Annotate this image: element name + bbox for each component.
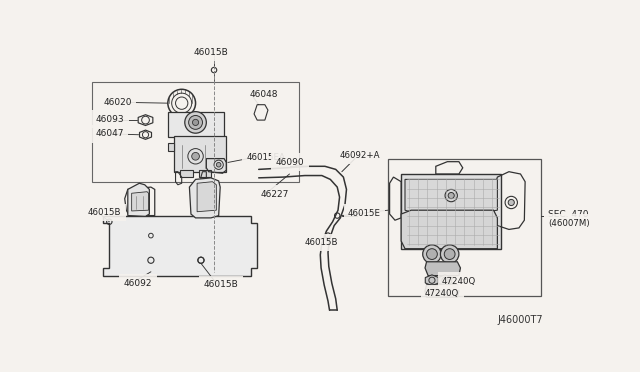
Text: 46015EA: 46015EA	[246, 153, 285, 162]
Polygon shape	[128, 183, 149, 217]
Text: 46015B: 46015B	[88, 208, 121, 217]
Text: 47240Q: 47240Q	[442, 276, 476, 286]
Polygon shape	[425, 262, 460, 276]
Text: 46092+A: 46092+A	[340, 151, 380, 160]
Polygon shape	[168, 112, 224, 137]
Text: 46015B: 46015B	[204, 280, 238, 289]
Circle shape	[192, 153, 200, 160]
Circle shape	[440, 245, 459, 263]
Polygon shape	[405, 179, 497, 212]
Circle shape	[427, 249, 437, 260]
Polygon shape	[197, 182, 216, 212]
Text: 46093: 46093	[95, 115, 124, 124]
Polygon shape	[132, 192, 148, 211]
Polygon shape	[103, 216, 257, 276]
Text: 46020: 46020	[103, 98, 132, 107]
Text: 46015E: 46015E	[348, 209, 381, 218]
Circle shape	[193, 119, 198, 125]
Polygon shape	[401, 210, 497, 249]
Circle shape	[185, 112, 206, 133]
Circle shape	[508, 199, 515, 206]
Text: SEC. 470: SEC. 470	[548, 210, 589, 219]
Text: J46000T7: J46000T7	[497, 315, 543, 325]
Polygon shape	[168, 143, 174, 151]
Bar	[401, 174, 501, 249]
Text: 46048: 46048	[250, 90, 278, 99]
Polygon shape	[198, 170, 211, 177]
Circle shape	[444, 249, 455, 260]
Polygon shape	[189, 178, 220, 218]
Text: 46015B: 46015B	[193, 48, 228, 57]
Circle shape	[448, 192, 454, 199]
Circle shape	[422, 245, 441, 263]
Circle shape	[189, 115, 202, 129]
Text: 46227: 46227	[260, 189, 289, 199]
Text: 47240Q: 47240Q	[425, 289, 460, 298]
Text: 46092: 46092	[124, 279, 152, 288]
Polygon shape	[180, 170, 193, 177]
Text: 46015B: 46015B	[305, 238, 339, 247]
Bar	[388, 158, 541, 296]
Text: 46047: 46047	[95, 129, 124, 138]
Polygon shape	[174, 135, 227, 172]
Polygon shape	[426, 275, 438, 286]
Circle shape	[216, 163, 221, 167]
Text: (46007M): (46007M)	[548, 219, 590, 228]
Text: 46090: 46090	[276, 158, 304, 167]
Polygon shape	[438, 275, 452, 286]
Polygon shape	[425, 285, 459, 297]
